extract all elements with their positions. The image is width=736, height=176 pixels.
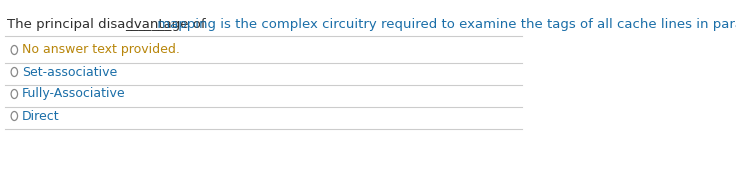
Text: Fully-Associative: Fully-Associative — [22, 87, 125, 100]
Text: _______: _______ — [125, 18, 171, 31]
Text: Set-associative: Set-associative — [22, 65, 117, 78]
Text: No answer text provided.: No answer text provided. — [22, 43, 180, 56]
Text: mapping is the complex circuitry required to examine the tags of all cache lines: mapping is the complex circuitry require… — [153, 18, 736, 31]
Text: The principal disadvantage of: The principal disadvantage of — [7, 18, 210, 31]
Text: Direct: Direct — [22, 109, 60, 122]
